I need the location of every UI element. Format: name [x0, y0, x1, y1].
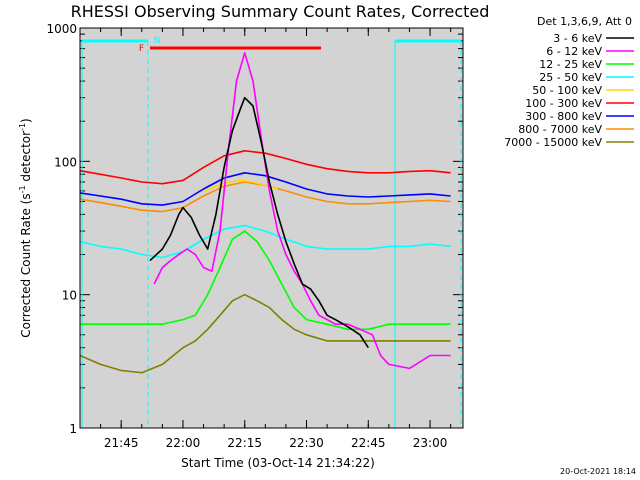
legend-entry-label: 800 - 7000 keV	[518, 123, 602, 136]
y-tick-label: 100	[54, 155, 77, 169]
legend-title: Det 1,3,6,9, Att 0	[537, 15, 632, 28]
x-tick-label: 22:45	[351, 436, 386, 450]
plot-frame	[79, 27, 464, 429]
x-tick-label: 21:45	[104, 436, 139, 450]
plot-area	[80, 28, 463, 428]
series-line	[79, 224, 451, 259]
x-tick-label: 23:00	[413, 436, 448, 450]
legend-entry-label: 12 - 25 keV	[539, 58, 602, 71]
series-line	[79, 172, 451, 206]
legend-entry-label: 25 - 50 keV	[539, 71, 602, 84]
legend-entry-label: 7000 - 15000 keV	[504, 136, 602, 149]
footer-date: 20-Oct-2021 18:14	[560, 467, 636, 476]
series-line	[149, 96, 369, 349]
night-flag-label: N	[154, 36, 161, 46]
series-line	[79, 150, 451, 185]
flare-flag-label: F	[139, 44, 144, 54]
y-axis-label: Corrected Count Rate (s-1 detector-1)	[18, 118, 33, 337]
legend-entry-label: 300 - 800 keV	[525, 110, 602, 123]
series-line	[203, 179, 278, 192]
x-tick-label: 22:15	[227, 436, 262, 450]
series-line	[153, 52, 451, 370]
x-axis-label: Start Time (03-Oct-14 21:34:22)	[181, 456, 375, 470]
legend-entry-label: 50 - 100 keV	[532, 84, 602, 97]
legend-entry-label: 6 - 12 keV	[546, 45, 602, 58]
y-tick-label: 1	[69, 422, 77, 436]
x-tick-label: 22:00	[166, 436, 201, 450]
y-tick-label: 1000	[46, 22, 77, 36]
legend-entry-label: 3 - 6 keV	[553, 32, 602, 45]
series-line	[80, 230, 451, 331]
chart-title: RHESSI Observing Summary Count Rates, Co…	[71, 2, 490, 21]
x-tick-label: 22:30	[289, 436, 324, 450]
legend-entry-label: 100 - 300 keV	[525, 97, 602, 110]
y-tick-label: 10	[62, 289, 77, 303]
